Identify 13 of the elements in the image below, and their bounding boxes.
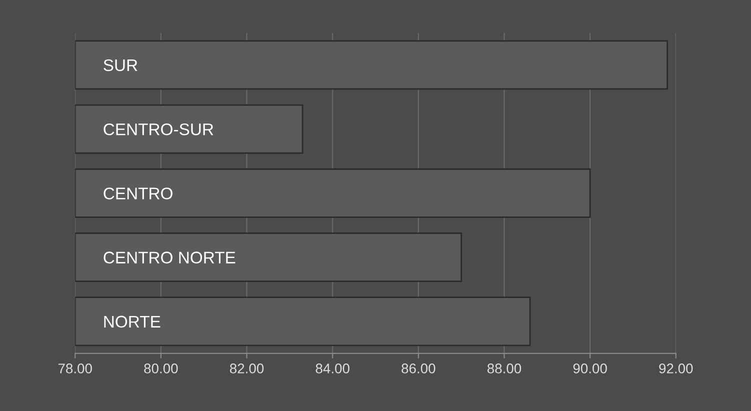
x-tick-label: 78.00	[58, 364, 92, 374]
x-tick-label: 82.00	[230, 364, 264, 374]
y-tick-label: NORTE	[104, 316, 160, 328]
y-tick-label: CENTRO NORTE	[104, 252, 236, 264]
x-tick-label: 88.00	[487, 364, 522, 374]
y-tick-label: SUR	[104, 59, 138, 72]
x-tick-label: 92.00	[659, 364, 693, 374]
y-tick-label: CENTRO	[104, 188, 172, 200]
x-tick-label: 84.00	[316, 364, 350, 374]
y-tick-label: CENTRO-SUR	[104, 123, 214, 136]
x-tick-label: 86.00	[402, 364, 436, 374]
x-tick-label: 90.00	[573, 364, 607, 374]
x-tick-label: 80.00	[144, 364, 178, 374]
